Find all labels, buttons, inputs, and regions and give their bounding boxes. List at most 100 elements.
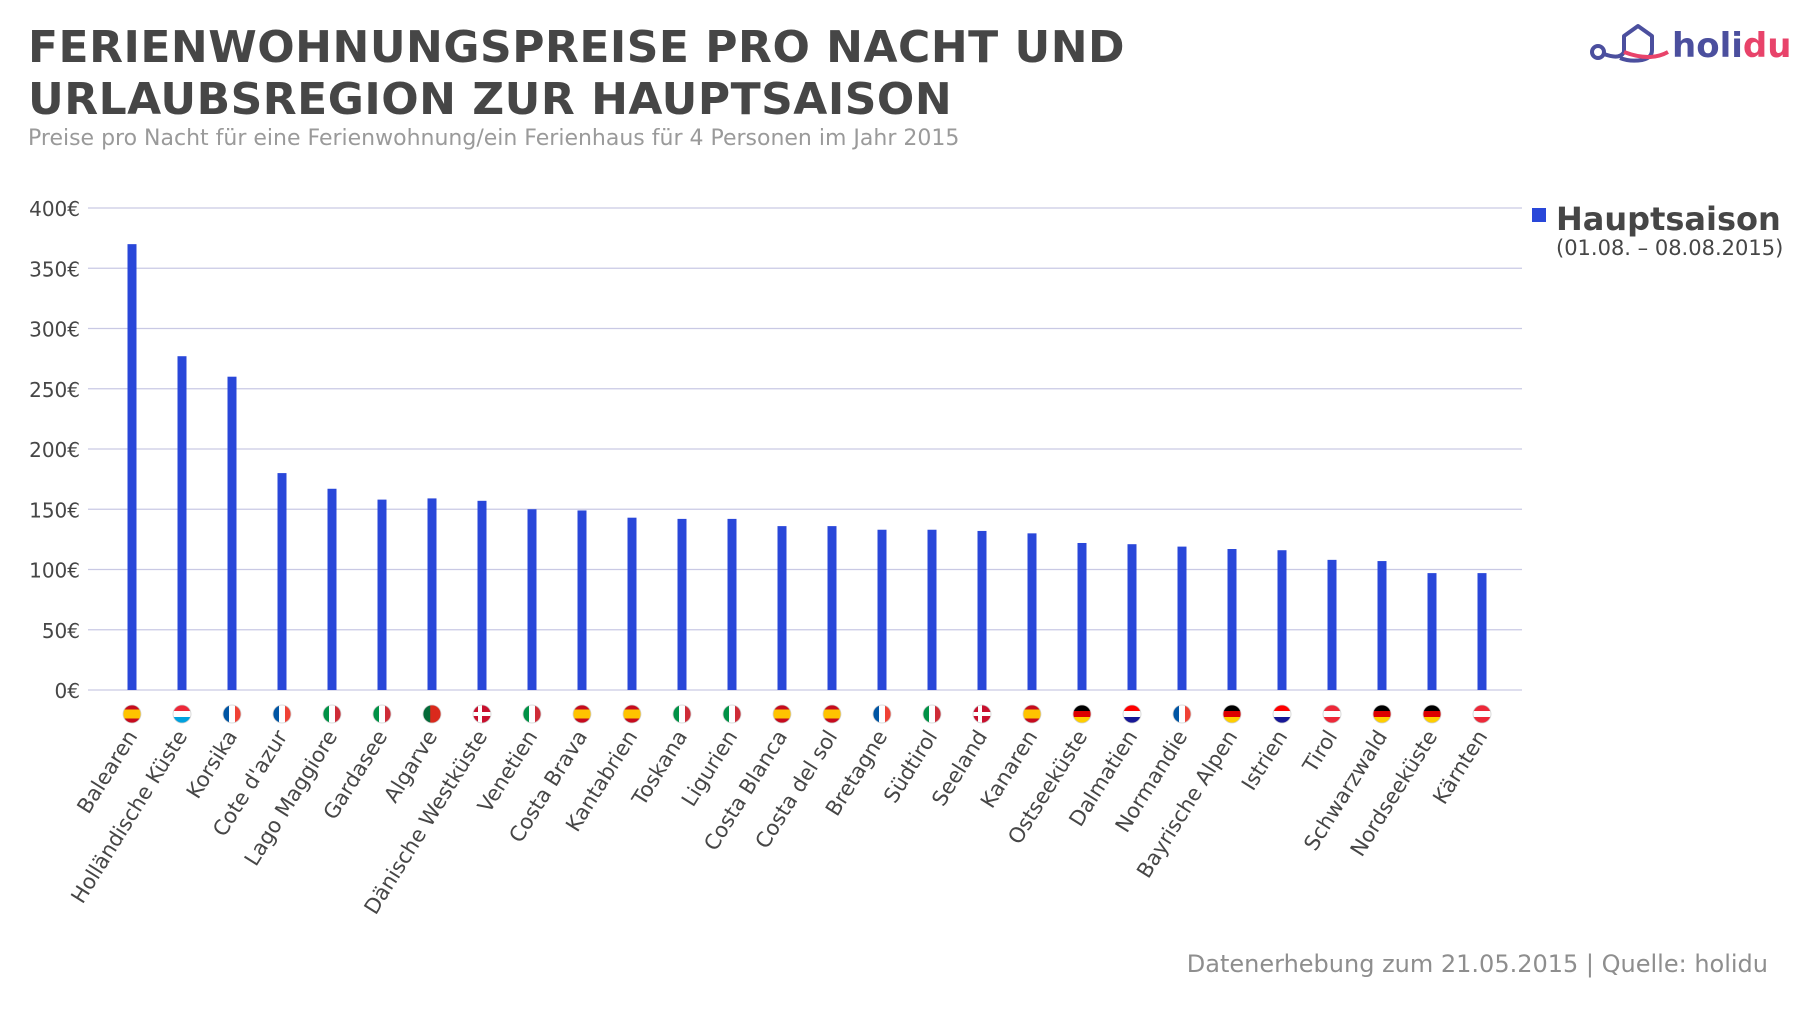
flag-icon-it bbox=[323, 705, 341, 723]
flag-stripe bbox=[935, 705, 941, 723]
flag-stripe bbox=[373, 705, 380, 723]
bar-1 bbox=[177, 356, 187, 690]
flag-border bbox=[122, 704, 142, 724]
flag-stripe bbox=[385, 705, 391, 723]
flag-icon-es bbox=[1023, 705, 1041, 723]
flag-stripe bbox=[1423, 717, 1441, 723]
flag-icon-it bbox=[373, 705, 391, 723]
flag-stripe bbox=[1023, 709, 1041, 719]
title-line-1: FERIENWOHNUNGSPREISE PRO NACHT UND bbox=[28, 22, 1126, 73]
flag-icon-fr bbox=[223, 705, 241, 723]
flag-border bbox=[872, 704, 892, 724]
flag-stripe bbox=[929, 705, 936, 723]
flag-border bbox=[322, 704, 342, 724]
flag-icon-it bbox=[523, 705, 541, 723]
flag-border bbox=[1272, 704, 1292, 724]
flag-icon-es bbox=[823, 705, 841, 723]
flag-stripe bbox=[1073, 717, 1091, 723]
flag-stripe bbox=[123, 718, 141, 723]
flag-icon-dk bbox=[473, 705, 491, 723]
bar-27 bbox=[1477, 573, 1487, 690]
flag-icon-fr bbox=[273, 705, 291, 723]
flag-stripe bbox=[535, 705, 541, 723]
flag-stripe bbox=[173, 705, 191, 712]
flag-border bbox=[1072, 704, 1092, 724]
flag-stripe bbox=[1373, 705, 1391, 712]
flag-icon-at bbox=[1323, 705, 1341, 723]
flag-stripe bbox=[1373, 711, 1391, 718]
flag-border bbox=[1372, 704, 1392, 724]
flag-stripe bbox=[173, 711, 191, 718]
y-tick-label: 0€ bbox=[55, 679, 80, 703]
flag-stripe bbox=[679, 705, 686, 723]
flag-icon-pt bbox=[423, 705, 441, 723]
flag-stripe bbox=[173, 717, 191, 723]
y-tick-label: 250€ bbox=[29, 378, 80, 402]
x-category-label: Istrien bbox=[1237, 726, 1292, 795]
flag-stripe bbox=[1473, 717, 1491, 723]
flag-stripe bbox=[879, 705, 886, 723]
flag-stripe bbox=[1173, 705, 1180, 723]
bar-26 bbox=[1427, 573, 1437, 690]
flag-stripe bbox=[773, 709, 791, 719]
flag-stripe bbox=[1123, 711, 1141, 718]
flag-border bbox=[972, 704, 992, 724]
flag-border bbox=[422, 704, 442, 724]
bar-0 bbox=[127, 244, 137, 690]
flag-border bbox=[1222, 704, 1242, 724]
flag-icon-it bbox=[923, 705, 941, 723]
flag-stripe bbox=[1273, 705, 1291, 712]
flag-border bbox=[622, 704, 642, 724]
flag-stripe bbox=[329, 705, 336, 723]
flag-stripe bbox=[673, 705, 680, 723]
holidu-logo-text: holidu bbox=[1672, 26, 1792, 66]
flag-stripe bbox=[123, 709, 141, 719]
bar-8 bbox=[527, 509, 537, 690]
flag-icon-lu bbox=[173, 705, 191, 723]
flag-stripe bbox=[573, 709, 591, 719]
bar-12 bbox=[727, 518, 737, 690]
flag-stripe bbox=[335, 705, 341, 723]
flag-icon-es bbox=[573, 705, 591, 723]
flag-stripe bbox=[1323, 705, 1341, 712]
flag-stripe bbox=[279, 705, 286, 723]
flag-stripe bbox=[323, 705, 330, 723]
flag-border bbox=[1422, 704, 1442, 724]
bar-6 bbox=[427, 498, 437, 690]
bar-17 bbox=[977, 530, 987, 690]
flag-border bbox=[222, 704, 242, 724]
flag-stripe bbox=[823, 705, 841, 710]
flag-stripe bbox=[123, 705, 141, 710]
y-tick-label: 100€ bbox=[29, 559, 80, 583]
y-tick-label: 200€ bbox=[29, 438, 80, 462]
flag-stripe bbox=[1273, 717, 1291, 723]
flag-stripe bbox=[379, 705, 386, 723]
flag-border bbox=[722, 704, 742, 724]
flag-icon-fr bbox=[1173, 705, 1191, 723]
flag-stripe bbox=[735, 705, 741, 723]
flag-stripe bbox=[1473, 711, 1491, 718]
flag-stripe bbox=[285, 705, 291, 723]
flag-stripe bbox=[1423, 711, 1441, 718]
flag-stripe bbox=[885, 705, 891, 723]
flag-icon-de bbox=[1073, 705, 1091, 723]
flag-icon-at bbox=[1473, 705, 1491, 723]
y-tick-label: 50€ bbox=[42, 619, 80, 643]
bar-7 bbox=[477, 500, 487, 690]
flag-stripe bbox=[1123, 705, 1141, 712]
bar-23 bbox=[1277, 550, 1287, 690]
flag-stripe bbox=[573, 705, 591, 710]
bar-11 bbox=[677, 518, 687, 690]
flag-icon-es bbox=[123, 705, 141, 723]
flag-stripe bbox=[573, 718, 591, 723]
flag-stripe bbox=[1373, 717, 1391, 723]
flag-icon-fr bbox=[873, 705, 891, 723]
flag-border bbox=[1172, 704, 1192, 724]
flag-border bbox=[272, 704, 292, 724]
bar-10 bbox=[627, 517, 637, 690]
flag-cross-v bbox=[978, 705, 982, 723]
bar-3 bbox=[277, 473, 287, 690]
flag-border bbox=[772, 704, 792, 724]
chart-subtitle: Preise pro Nacht für eine Ferienwohnung/… bbox=[28, 126, 960, 151]
flag-border bbox=[172, 704, 192, 724]
